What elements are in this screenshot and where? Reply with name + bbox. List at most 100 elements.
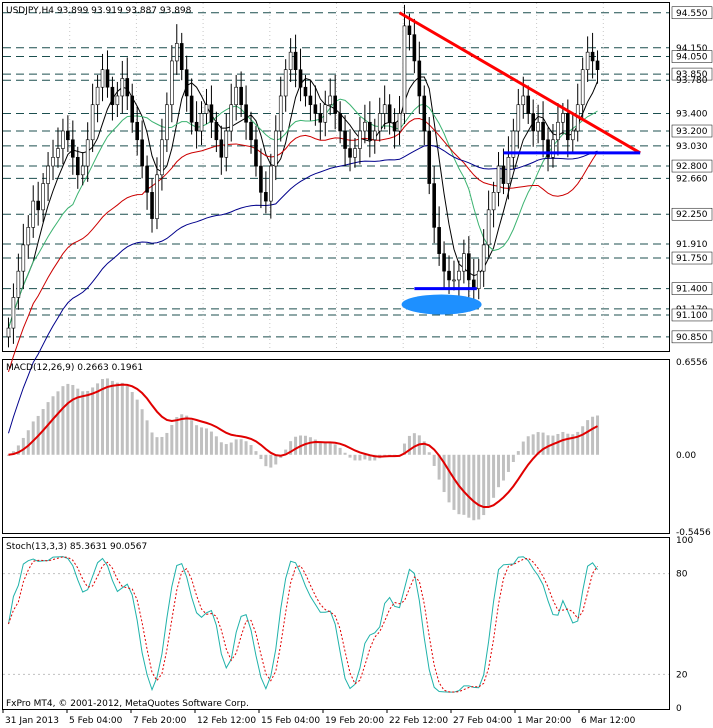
macd-bar — [101, 378, 105, 455]
macd-bar — [91, 387, 95, 455]
price-label: 93.200 — [676, 127, 708, 137]
macd-bar — [140, 409, 144, 455]
macd-bar — [294, 436, 298, 455]
macd-bar — [16, 445, 20, 455]
macd-bar — [477, 454, 481, 520]
price-label: 92.800 — [676, 162, 708, 172]
macd-bar — [130, 392, 134, 455]
candle-body — [140, 139, 144, 167]
candle-body — [214, 121, 219, 141]
macd-bar — [343, 452, 347, 455]
candle-body — [254, 139, 258, 167]
price-label: 94.050 — [676, 53, 708, 63]
macd-bar — [323, 443, 327, 455]
macd-bar — [333, 444, 337, 455]
macd-bar — [497, 454, 501, 488]
price-label: 94.150 — [676, 44, 708, 54]
candle-body — [506, 156, 511, 184]
candle-body — [387, 104, 392, 123]
candle-body — [521, 95, 526, 106]
main-header: USDJPY,H4 93.899 93.919 93.887 93.898 — [6, 6, 192, 16]
candle-body — [120, 78, 125, 97]
candle-body — [561, 113, 565, 123]
macd-bar — [516, 451, 520, 455]
price-label: 91.100 — [676, 311, 708, 321]
macd-panel-frame — [2, 359, 670, 534]
candle-body — [392, 121, 397, 132]
macd-bar — [26, 430, 30, 455]
time-label: 6 Mar 12:00 — [581, 716, 636, 726]
macd-bar — [506, 454, 510, 472]
candle-body — [66, 130, 70, 141]
macd-bar — [303, 435, 307, 455]
macd-bar — [214, 436, 218, 455]
stoch-label: 20 — [676, 670, 688, 680]
candle-body — [358, 130, 362, 149]
price-label: 93.030 — [676, 142, 708, 152]
macd-bar — [596, 415, 600, 455]
price-label: 91.910 — [676, 240, 708, 250]
macd-bar — [462, 454, 466, 515]
candle-body — [481, 244, 486, 272]
macd-bar — [412, 433, 416, 455]
candle-body — [348, 148, 352, 158]
macd-bar — [383, 454, 387, 456]
price-label: 92.660 — [676, 174, 708, 184]
candle-body — [541, 121, 545, 141]
candles — [6, 4, 600, 348]
candle-body — [590, 51, 595, 62]
candle-body — [174, 43, 179, 62]
candle-body — [31, 200, 36, 228]
macd-bar — [229, 442, 233, 455]
candle-body — [11, 297, 16, 329]
candle-body — [501, 165, 506, 184]
stoch-signal — [8, 556, 598, 693]
candle-body — [585, 51, 590, 70]
candle-body — [219, 139, 224, 158]
macd-bar — [581, 426, 585, 455]
candle-body — [298, 69, 303, 88]
candle-body — [160, 139, 164, 176]
candle-body — [496, 165, 501, 193]
price-label-box — [671, 207, 713, 221]
time-label: 12 Feb 12:00 — [197, 716, 256, 726]
price-label-box — [671, 50, 713, 63]
stoch-lines — [3, 556, 669, 693]
moving-averages — [7, 76, 598, 434]
macd-bar — [472, 454, 476, 521]
macd-bar — [180, 414, 184, 455]
main-panel-frame — [2, 2, 670, 352]
candle-body — [224, 130, 229, 158]
candle-body — [273, 130, 278, 167]
candle-body — [511, 130, 516, 158]
candle-body — [85, 139, 90, 167]
price-label: 92.250 — [676, 210, 708, 220]
macd-bar — [546, 435, 550, 455]
macd-bar — [487, 454, 491, 507]
candle-body — [239, 86, 243, 106]
macd-bar — [125, 385, 129, 455]
candle-body — [570, 130, 575, 141]
candle-body — [412, 34, 417, 62]
macd-bar — [541, 432, 545, 455]
price-label: 93.850 — [676, 70, 708, 80]
macd-bar — [21, 437, 25, 455]
candle-body — [46, 165, 50, 184]
macd-bar — [76, 388, 80, 455]
candle-body — [283, 69, 288, 97]
stoch-label: 100 — [676, 536, 693, 546]
macd-bar — [150, 432, 154, 455]
macd-bar — [363, 454, 367, 460]
macd-bar — [447, 454, 451, 503]
macd-bar — [511, 454, 515, 463]
candle-body — [377, 113, 382, 132]
macd-bar — [254, 451, 258, 455]
macd-bar — [328, 442, 332, 455]
candle-body — [41, 183, 45, 211]
candle-body — [150, 192, 154, 219]
macd-bar — [482, 454, 486, 516]
candle-body — [95, 86, 100, 106]
price-label-box — [671, 159, 713, 173]
time-label: 7 Feb 20:00 — [133, 716, 187, 726]
